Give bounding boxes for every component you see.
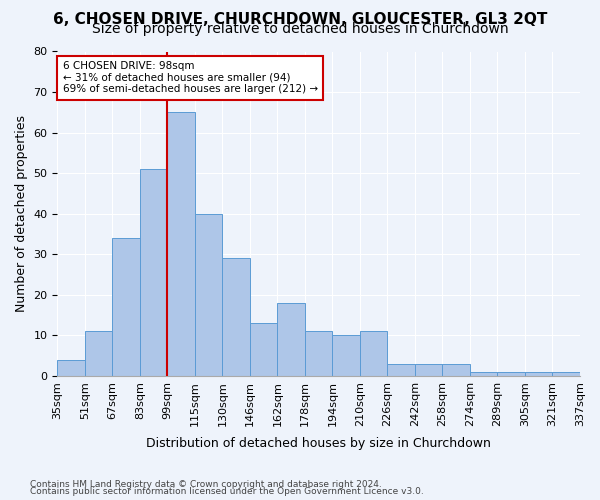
Text: 6 CHOSEN DRIVE: 98sqm
← 31% of detached houses are smaller (94)
69% of semi-deta: 6 CHOSEN DRIVE: 98sqm ← 31% of detached … xyxy=(62,61,318,94)
Bar xyxy=(415,364,442,376)
Bar xyxy=(58,360,85,376)
Bar xyxy=(85,332,112,376)
Bar xyxy=(497,372,525,376)
Bar xyxy=(223,258,250,376)
Y-axis label: Number of detached properties: Number of detached properties xyxy=(15,115,28,312)
Bar xyxy=(360,332,388,376)
Text: Contains public sector information licensed under the Open Government Licence v3: Contains public sector information licen… xyxy=(30,487,424,496)
Bar xyxy=(167,112,195,376)
Bar xyxy=(525,372,553,376)
Bar xyxy=(553,372,580,376)
Bar xyxy=(305,332,332,376)
Bar xyxy=(195,214,223,376)
Bar xyxy=(388,364,415,376)
Bar xyxy=(140,169,167,376)
X-axis label: Distribution of detached houses by size in Churchdown: Distribution of detached houses by size … xyxy=(146,437,491,450)
Bar xyxy=(112,238,140,376)
Bar xyxy=(442,364,470,376)
Bar xyxy=(277,303,305,376)
Bar xyxy=(332,336,360,376)
Bar xyxy=(250,323,277,376)
Bar xyxy=(470,372,497,376)
Text: Size of property relative to detached houses in Churchdown: Size of property relative to detached ho… xyxy=(92,22,508,36)
Text: Contains HM Land Registry data © Crown copyright and database right 2024.: Contains HM Land Registry data © Crown c… xyxy=(30,480,382,489)
Text: 6, CHOSEN DRIVE, CHURCHDOWN, GLOUCESTER, GL3 2QT: 6, CHOSEN DRIVE, CHURCHDOWN, GLOUCESTER,… xyxy=(53,12,547,26)
